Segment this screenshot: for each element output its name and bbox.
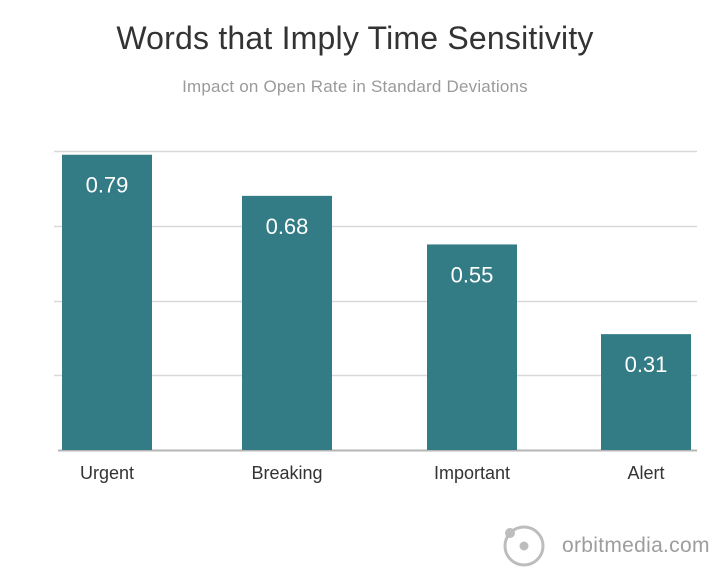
- bar: [601, 334, 691, 450]
- category-label: Alert: [627, 463, 664, 483]
- category-label: Breaking: [251, 463, 322, 483]
- category-label: Important: [434, 463, 510, 483]
- orbit-logo-icon: [503, 525, 545, 567]
- data-label: 0.31: [625, 352, 668, 377]
- data-label: 0.55: [451, 262, 494, 287]
- bar: [427, 244, 517, 450]
- chart-title: Words that Imply Time Sensitivity: [116, 20, 594, 56]
- bar: [242, 195, 332, 450]
- bar: [62, 154, 152, 451]
- bar-chart: 0.79 Urgent 0.68 Breaking 0.55 Important 0.31 A…: [54, 150, 697, 483]
- category-label: Urgent: [80, 463, 134, 483]
- brand-text: orbitmedia.com: [562, 534, 710, 557]
- data-label: 0.68: [266, 214, 309, 239]
- chart-subtitle: Impact on Open Rate in Standard Deviatio…: [182, 77, 528, 96]
- data-label: 0.79: [86, 173, 129, 198]
- brand-watermark: orbitmedia.com: [500, 520, 709, 580]
